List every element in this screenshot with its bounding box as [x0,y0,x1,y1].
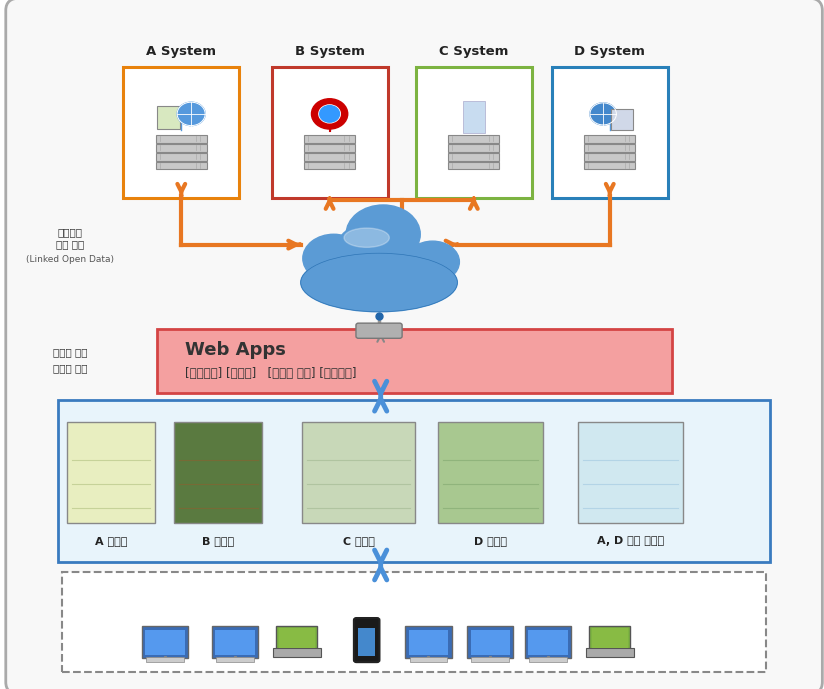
Text: 표준화된: 표준화된 [58,227,82,237]
FancyBboxPatch shape [592,628,628,648]
FancyBboxPatch shape [146,657,184,662]
FancyBboxPatch shape [552,67,667,198]
FancyBboxPatch shape [157,105,180,129]
Ellipse shape [301,254,457,311]
FancyBboxPatch shape [448,153,499,161]
FancyBboxPatch shape [448,144,499,152]
FancyBboxPatch shape [528,630,568,655]
FancyBboxPatch shape [438,422,542,523]
Circle shape [320,105,339,122]
Text: A, D 연계 서비스: A, D 연계 서비스 [597,536,664,546]
FancyBboxPatch shape [302,422,415,523]
FancyBboxPatch shape [156,144,207,152]
FancyBboxPatch shape [415,67,531,198]
FancyBboxPatch shape [358,628,375,656]
FancyBboxPatch shape [611,109,633,130]
Text: C System: C System [439,45,508,58]
FancyBboxPatch shape [525,626,571,658]
FancyBboxPatch shape [156,153,207,161]
FancyBboxPatch shape [304,153,355,161]
Text: Web Apps: Web Apps [185,341,286,359]
FancyBboxPatch shape [410,657,447,662]
FancyBboxPatch shape [354,618,379,662]
Ellipse shape [344,228,390,247]
Ellipse shape [346,205,420,264]
FancyBboxPatch shape [175,422,262,523]
Circle shape [311,99,348,129]
FancyBboxPatch shape [463,101,485,133]
FancyBboxPatch shape [304,135,355,143]
FancyBboxPatch shape [529,657,567,662]
FancyBboxPatch shape [584,144,635,152]
Ellipse shape [303,234,364,282]
Text: C 서비스: C 서비스 [343,536,374,546]
FancyBboxPatch shape [68,422,155,523]
Circle shape [590,103,616,125]
FancyBboxPatch shape [584,162,635,169]
Bar [62,572,766,672]
FancyBboxPatch shape [409,630,448,655]
FancyBboxPatch shape [273,648,321,657]
FancyBboxPatch shape [156,135,207,143]
FancyBboxPatch shape [142,626,188,658]
Text: A 서비스: A 서비스 [95,536,128,546]
FancyBboxPatch shape [276,626,317,650]
FancyBboxPatch shape [6,0,822,689]
Text: A System: A System [147,45,216,58]
Circle shape [177,102,205,125]
FancyBboxPatch shape [448,162,499,169]
FancyBboxPatch shape [584,153,635,161]
FancyBboxPatch shape [448,135,499,143]
Text: D 서비스: D 서비스 [474,536,507,546]
FancyBboxPatch shape [216,657,254,662]
FancyBboxPatch shape [212,626,258,658]
FancyBboxPatch shape [58,400,770,562]
Text: 이용자 중심: 이용자 중심 [53,347,87,357]
FancyBboxPatch shape [578,422,682,523]
FancyBboxPatch shape [156,162,207,169]
FancyBboxPatch shape [304,144,355,152]
FancyBboxPatch shape [145,630,185,655]
Ellipse shape [338,226,387,266]
Text: 자료 제공: 자료 제공 [56,240,84,249]
Circle shape [319,105,340,123]
FancyBboxPatch shape [304,162,355,169]
FancyBboxPatch shape [405,626,452,658]
FancyBboxPatch shape [124,67,239,198]
FancyBboxPatch shape [215,630,255,655]
Text: (Linked Open Data): (Linked Open Data) [26,255,114,265]
FancyBboxPatch shape [157,329,672,393]
FancyBboxPatch shape [586,648,634,657]
Ellipse shape [405,241,460,282]
Text: [대시보드] [입력기]   [테마형 지도] [응용지도]: [대시보드] [입력기] [테마형 지도] [응용지도] [185,367,357,380]
FancyBboxPatch shape [584,135,635,143]
FancyBboxPatch shape [279,628,315,648]
FancyBboxPatch shape [471,657,509,662]
FancyBboxPatch shape [471,630,510,655]
Text: B 서비스: B 서비스 [203,536,234,546]
FancyBboxPatch shape [589,626,630,650]
FancyBboxPatch shape [356,323,402,338]
Text: 서비스 제공: 서비스 제공 [53,364,87,373]
Text: B System: B System [295,45,364,58]
FancyBboxPatch shape [272,67,387,198]
Text: D System: D System [574,45,645,58]
FancyBboxPatch shape [467,626,513,658]
